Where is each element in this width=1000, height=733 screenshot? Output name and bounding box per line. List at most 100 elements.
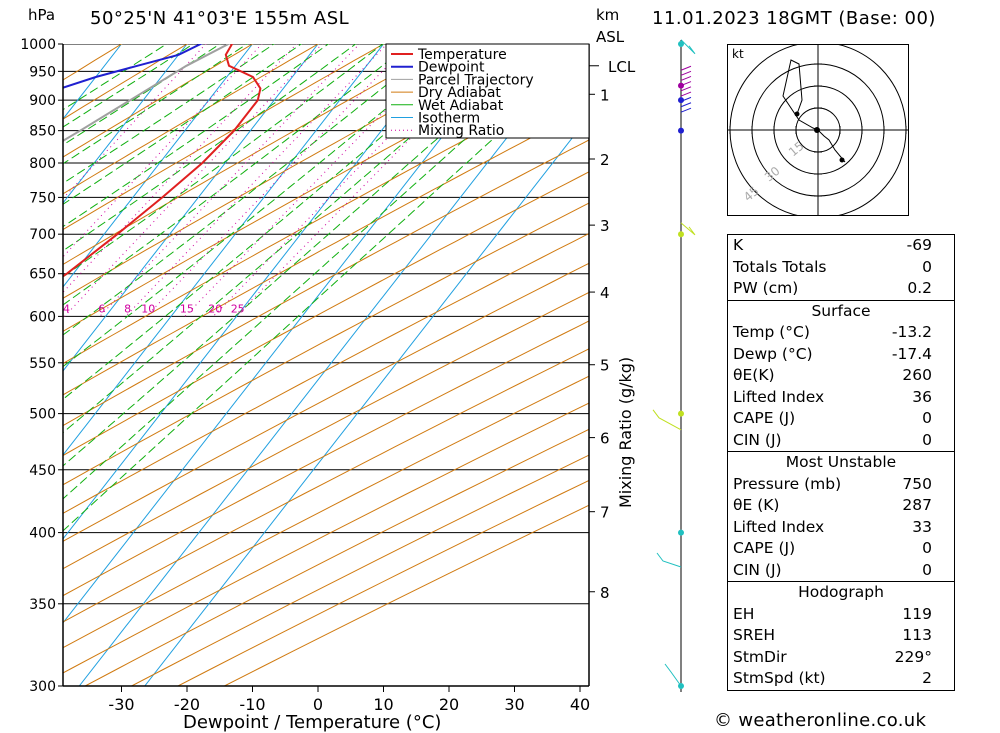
most-unstable-row: θE (K) 287 [733,496,932,514]
x-tick-label: 0 [313,695,323,714]
most-unstable-row: Lifted Index 33 [733,517,932,536]
dry-adiabat-line [63,44,254,158]
isotherm-line [63,44,253,288]
mixing-ratio-label: 15 [180,302,194,315]
dry-adiabat-line [63,402,589,674]
dry-adiabat-line [63,262,589,542]
pressure-tick-label: 850 [29,124,56,140]
isotherm-line [63,44,515,624]
hodograph-title: Hodograph [798,583,884,601]
x-axis-label: Dewpoint / Temperature (°C) [183,712,441,733]
wind-barb [680,102,692,108]
general-indices: K -69 Totals Totals 0 PW (cm) 0.2 [728,235,954,300]
mixing-ratio-label: 2 [6,302,13,315]
datetime-label: 11.01.2023 18GMT (Base: 00) [652,8,936,29]
hodograph-row: StmSpd (kt) 2 [733,669,932,687]
wet-adiabat-line [63,44,411,306]
legend-label: Dry Adiabat [418,85,501,101]
hodograph-trace [782,59,846,163]
legend-label: Parcel Trajectory [418,72,534,88]
asl-label: ASL [596,28,625,46]
wind-barb [680,86,692,92]
legend-label: Isotherm [418,111,480,127]
hpa-label: hPa [28,6,56,24]
pressure-tick-label: 500 [29,407,56,423]
wind-level-marker [678,41,684,47]
indices-table: K -69 Totals Totals 0 PW (cm) 0.2 Surface T… [727,234,955,691]
mixing-ratio-line [63,44,298,293]
km-tick-label: 2 [600,151,610,169]
legend-label: Temperature [417,47,507,63]
pressure-tick-label: 950 [29,64,56,80]
km-tick-label: 5 [600,357,610,375]
x-tick-label: 30 [504,695,524,714]
wind-level-marker [678,231,684,238]
legend-label: Dewpoint [418,60,485,76]
dry-adiabat-line [63,232,589,514]
mixing-ratio-label: 6 [98,302,105,315]
pressure-tick-label: 300 [29,679,56,695]
mixing-ratio-label: 20 [208,302,222,315]
wind-barb [680,222,696,236]
footer-credit[interactable]: © weatheronline.co.uk [714,710,927,731]
dry-adiabat-line [63,44,385,231]
dry-adiabat-line [63,44,123,81]
mixing-ratio-line [63,44,207,200]
dry-adiabat-line [63,73,589,365]
dry-adiabat-line [63,44,188,120]
hodograph-row: SREH 113 [733,626,932,644]
surface-row: CIN (J) 0 [733,430,932,449]
hodograph-point [839,157,845,163]
wet-adiabat-line [63,44,384,278]
wind-barb [680,75,692,81]
surface-section: Surface Temp (°C) -13.2 Dewp (°C) -17.4 θE… [728,299,954,452]
temperature-line [63,44,262,278]
dry-adiabat-line [63,291,589,570]
wind-barb [656,552,682,568]
wet-adiabat-line [63,44,275,184]
wind-barb [680,39,696,55]
pressure-tick-label: 650 [29,267,56,283]
surface-row: Temp (°C) -13.2 [733,323,932,341]
wind-barb [652,409,682,431]
dry-adiabat-line [63,106,589,396]
pressure-tick-label: 400 [29,526,56,542]
dewpoint-line [63,44,203,89]
hodograph-unit-label: kt [732,47,744,61]
most-unstable-row: CIN (J) 0 [733,560,932,579]
wet-adiabat-line [63,44,572,500]
dry-adiabat-line [84,428,589,686]
mixing-ratio-label: 25 [231,302,245,315]
dry-adiabat-line [63,44,320,195]
mixing-ratio-label: 8 [124,302,131,315]
index-row-k: K -69 [733,236,932,254]
surface-title: Surface [811,301,871,320]
isotherm-line [63,44,122,120]
lcl-label: LCL [608,58,636,76]
hodograph-plot: kt 15 30 45 [727,44,909,216]
wind-level-marker [678,529,684,536]
hodograph-point [794,111,800,117]
dry-adiabat-line [63,320,589,597]
km-label: km [596,6,620,24]
surface-row: Lifted Index 36 [733,387,932,406]
km-tick-label: 7 [600,504,610,522]
surface-row: Dewp (°C) -17.4 [733,344,932,363]
index-row-pw: PW (cm) 0.2 [733,279,932,297]
isotherm-line [63,44,188,204]
pressure-tick-label: 550 [29,356,56,372]
wind-barb [680,91,692,97]
dry-adiabat-line [63,44,451,265]
dry-adiabat-line [63,139,589,427]
km-tick-label: 4 [600,284,610,302]
dry-adiabat-line [63,171,589,457]
dry-adiabat-line [63,202,589,486]
dry-adiabat-line [63,348,589,623]
wind-barb [680,96,692,102]
hodograph-section: Hodograph EH 119 SREH 113 StmDir 229° StmSp… [728,581,954,690]
mixing-ratio-line [99,44,361,317]
location-label: 50°25'N 41°03'E 155m ASL [90,8,350,29]
mixing-ratio-axis-label: Mixing Ratio (g/kg) [616,357,635,508]
